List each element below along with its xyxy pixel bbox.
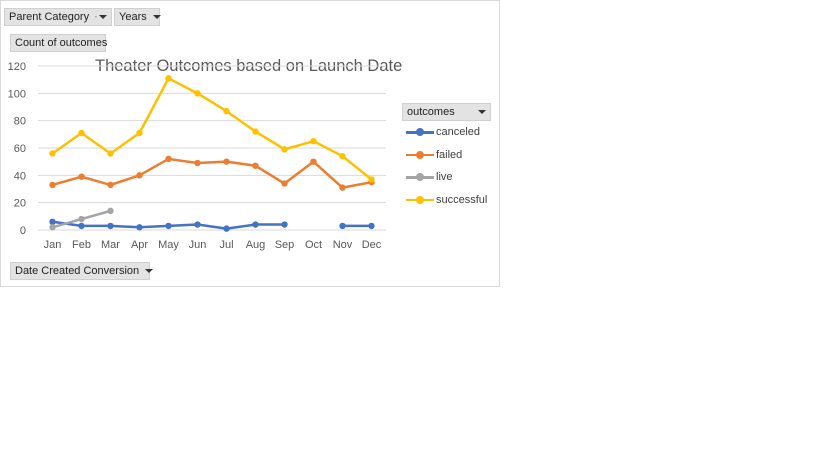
x-tick-label: Apr <box>131 239 148 251</box>
x-tick-label: Dec <box>362 239 382 251</box>
data-point-canceled <box>223 225 230 232</box>
data-point-successful <box>368 176 375 183</box>
funnel-icon <box>95 16 97 18</box>
data-point-canceled <box>339 222 346 230</box>
years-label: Years <box>119 11 147 23</box>
data-point-successful <box>339 153 346 160</box>
data-point-canceled <box>368 222 375 230</box>
data-point-canceled <box>281 221 288 228</box>
data-point-failed <box>310 158 317 165</box>
data-point-canceled <box>165 222 172 230</box>
y-tick-label: 20 <box>14 198 26 210</box>
data-point-failed <box>78 173 85 180</box>
data-point-failed <box>281 180 288 187</box>
legend-field-button[interactable]: outcomes <box>402 103 491 121</box>
legend-label: failed <box>436 148 463 161</box>
x-tick-label: Jan <box>44 239 62 251</box>
parent-category-filter-button[interactable]: Parent Category <box>4 8 112 26</box>
x-tick-label: Aug <box>246 239 266 251</box>
x-tick-label: May <box>158 239 179 251</box>
data-point-live <box>78 215 85 223</box>
y-tick-label: 40 <box>14 170 26 182</box>
chevron-down-icon <box>478 110 486 114</box>
data-point-successful <box>194 90 201 97</box>
data-point-successful <box>165 75 172 82</box>
data-point-failed <box>49 181 56 189</box>
data-point-canceled <box>78 222 85 230</box>
legend-field-label: outcomes <box>407 106 455 118</box>
y-tick-label: 60 <box>14 143 26 155</box>
data-point-successful <box>281 146 288 153</box>
data-point-canceled <box>107 222 114 230</box>
legend-swatch <box>406 148 434 162</box>
data-point-successful <box>310 137 317 145</box>
x-tick-label: Mar <box>101 239 120 251</box>
years-filter-button[interactable]: Years <box>114 8 161 26</box>
values-field-button[interactable]: Count of outcomes <box>10 34 108 52</box>
y-tick-label: 100 <box>8 88 26 100</box>
x-tick-label: Oct <box>305 239 322 251</box>
chevron-down-icon <box>152 15 161 19</box>
data-point-failed <box>107 181 114 189</box>
legend-swatch <box>406 193 434 207</box>
legend-item-successful[interactable]: successful <box>406 193 487 207</box>
legend-label: canceled <box>436 126 481 138</box>
data-point-successful <box>252 128 259 135</box>
data-point-failed <box>165 155 172 163</box>
data-point-successful <box>223 107 230 115</box>
data-point-canceled <box>49 218 56 225</box>
data-point-successful <box>49 150 56 157</box>
data-point-canceled <box>194 221 201 228</box>
legend-item-live[interactable]: live <box>406 170 453 184</box>
y-tick-label: 120 <box>8 61 26 73</box>
legend-label: live <box>436 171 453 183</box>
data-point-successful <box>107 150 114 157</box>
axis-field-label: Date Created Conversion <box>15 265 140 277</box>
data-point-failed <box>194 159 201 167</box>
data-point-failed <box>136 172 143 179</box>
data-point-failed <box>223 158 230 165</box>
data-point-successful <box>78 129 85 137</box>
chevron-down-icon <box>145 269 154 273</box>
data-point-successful <box>136 129 143 137</box>
data-point-canceled <box>136 224 143 231</box>
chevron-down-icon <box>99 15 107 19</box>
series-line-successful <box>51 77 373 181</box>
values-field-label: Count of outcomes <box>15 37 108 49</box>
y-tick-label: 80 <box>14 116 26 128</box>
legend-item-failed[interactable]: failed <box>406 148 462 162</box>
data-point-live <box>49 224 56 231</box>
legend-swatch <box>406 170 434 184</box>
data-point-failed <box>339 184 346 191</box>
x-tick-label: Feb <box>72 239 91 251</box>
axis-field-button[interactable]: Date Created Conversion <box>10 262 154 280</box>
chart-plot: 0 20 40 60 80 100 120 Jan Feb Mar Apr May Jun Jul Aug S… <box>8 61 386 251</box>
x-tick-label: Sep <box>275 239 295 251</box>
x-tick-label: Nov <box>333 239 353 251</box>
x-tick-label: Jun <box>189 239 207 251</box>
legend-swatch <box>406 125 434 139</box>
data-point-canceled <box>252 221 259 228</box>
series-line-failed <box>52 157 372 189</box>
legend-label: successful <box>436 193 488 206</box>
parent-category-label: Parent Category <box>9 11 90 23</box>
legend-item-canceled[interactable]: canceled <box>406 125 480 139</box>
x-tick-label: Jul <box>219 239 233 251</box>
data-point-failed <box>252 162 259 169</box>
y-tick-label: 0 <box>20 225 26 237</box>
data-point-live <box>107 207 114 215</box>
